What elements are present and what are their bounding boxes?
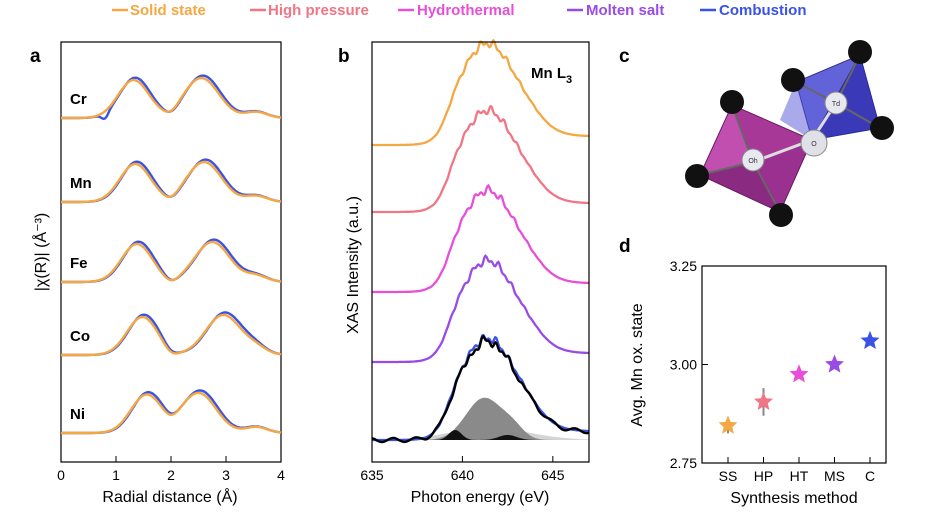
panel-d-point-hp <box>754 391 773 410</box>
panel-a-fe-combustion-curve <box>61 238 282 284</box>
panel-a-frame <box>60 41 282 463</box>
anion-sphere-5 <box>685 164 709 188</box>
legend-item-molten-salt: Molten salt <box>567 2 664 19</box>
panel-d-ytick-2.75: 2.75 <box>670 455 697 471</box>
panel-a-ni-solid-state-curve <box>61 391 282 435</box>
panel-b-chart: 635 640 645 Mn L3 Photon energy (eV) XAS I… <box>345 38 590 506</box>
panel-b-title-main: Mn L <box>531 65 566 82</box>
panel-a-chart: Cr Mn Fe Co Ni 0 1 2 3 4 Radial distance (Å) |χ(… <box>31 41 285 506</box>
panel-d-xtick-ms: MS <box>824 468 845 484</box>
oh-site <box>741 148 765 172</box>
panel-a-xlabel: Radial distance (Å) <box>102 487 237 506</box>
panel-b-title: Mn L3 <box>531 65 572 86</box>
anion-sphere-4 <box>720 90 744 114</box>
panel-d-xlabel: Synthesis method <box>730 490 857 507</box>
legend-label-solid-state: Solid state <box>130 2 206 19</box>
anion-sphere-6 <box>769 203 793 227</box>
legend: Solid state High pressure Hydrothermal M… <box>112 2 807 19</box>
legend-item-combustion: Combustion <box>700 2 807 19</box>
panel-a-xtick-1: 1 <box>112 467 120 483</box>
panel-b-xtick-640: 640 <box>451 467 475 483</box>
panel-b-curve-hydrothermal <box>372 183 589 294</box>
tetrahedron-face-3 <box>780 82 812 140</box>
anion-sphere-1 <box>848 40 872 64</box>
panel-b-frame <box>371 41 590 463</box>
panel-d-point-c <box>860 330 880 349</box>
panel-d-chart: 2.75 3.00 3.25 SS HP HT MS C Synthesis method A… <box>629 258 887 507</box>
legend-item-hydrothermal: Hydrothermal <box>398 2 515 19</box>
panel-d-xtick-hp: HP <box>754 468 773 484</box>
panel-b-ylabel: XAS Intensity (a.u.) <box>345 196 362 334</box>
panel-label-c: c <box>619 46 630 67</box>
panel-b-fit-sum-curve <box>371 335 590 444</box>
panel-a-label-fe: Fe <box>70 255 88 272</box>
panel-a-cr-solid-state-curve <box>61 76 282 120</box>
panel-b-xlabel: Photon energy (eV) <box>411 489 550 506</box>
panel-a-label-mn: Mn <box>70 175 92 192</box>
panel-d-ylabel: Avg. Mn ox. state <box>629 303 646 426</box>
panel-a-xtick-3: 3 <box>222 467 230 483</box>
panel-b-curve-solid-state <box>372 38 589 147</box>
o-label: O <box>811 141 817 148</box>
panel-d-point-ms <box>825 354 844 373</box>
panel-a-xtick-2: 2 <box>167 467 175 483</box>
panel-a-fe-solid-state-curve <box>61 240 282 284</box>
td-label: Td <box>832 101 840 108</box>
legend-label-hydrothermal: Hydrothermal <box>417 2 515 19</box>
panel-d-point-ht <box>789 364 809 383</box>
panel-b-curve-high-pressure <box>372 104 589 214</box>
anion-sphere-3 <box>870 116 894 140</box>
legend-item-high-pressure: High pressure <box>250 2 369 19</box>
panel-b-xtick-635: 635 <box>360 467 384 483</box>
panel-b-xtick-645: 645 <box>541 467 565 483</box>
panel-a-label-co: Co <box>70 328 90 345</box>
panel-label-d: d <box>619 236 631 257</box>
panel-a-co-solid-state-curve <box>61 313 282 357</box>
panel-d-ytick-3.25: 3.25 <box>670 258 697 274</box>
panel-b-curve-molten-salt <box>372 254 589 364</box>
anion-sphere-2 <box>781 68 805 92</box>
panel-d-ytick-3.00: 3.00 <box>670 357 697 373</box>
oh-label: Oh <box>748 158 757 165</box>
panel-a-ylabel: |χ(R)| (Å⁻³) <box>31 213 50 291</box>
panel-d-xtick-ht: HT <box>790 468 809 484</box>
crystal-structure: Td Oh O <box>685 40 894 227</box>
panel-a-xtick-4: 4 <box>277 467 285 483</box>
o-site <box>800 129 828 157</box>
legend-label-high-pressure: High pressure <box>268 2 369 19</box>
panel-d-point-ss <box>718 415 738 434</box>
panel-a-mn-solid-state-curve <box>61 160 282 204</box>
panel-d-xtick-c: C <box>865 468 875 484</box>
panel-a-co-combustion-curve <box>61 311 282 357</box>
legend-label-combustion: Combustion <box>719 2 807 19</box>
panel-a-label-ni: Ni <box>70 406 85 423</box>
panel-b-fit-component-dark <box>372 397 589 440</box>
panel-a-xtick-0: 0 <box>57 467 65 483</box>
legend-label-molten-salt: Molten salt <box>586 2 664 19</box>
panel-d-frame <box>701 265 887 464</box>
panel-label-a: a <box>30 46 41 67</box>
panel-d-xtick-ss: SS <box>719 468 738 484</box>
panel-label-b: b <box>338 46 350 67</box>
panel-a-label-cr: Cr <box>70 91 87 108</box>
legend-item-solid-state: Solid state <box>112 2 206 19</box>
panel-b-title-sub: 3 <box>566 74 572 86</box>
td-site <box>824 91 848 115</box>
